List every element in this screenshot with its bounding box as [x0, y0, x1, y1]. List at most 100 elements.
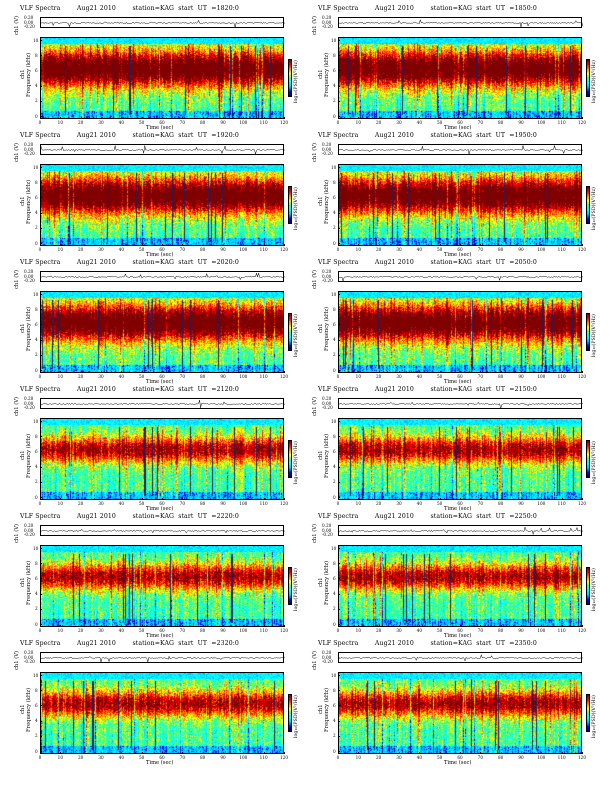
- frequency-tick-mark: [338, 370, 340, 371]
- time-tick-label: 30: [396, 374, 402, 379]
- time-tick-label: 30: [396, 247, 402, 252]
- voltage-trace-axes: [338, 525, 584, 536]
- frequency-tick-label: 8: [35, 52, 38, 58]
- time-tick-mark: [521, 625, 522, 627]
- time-tick-label: 10: [355, 120, 361, 125]
- time-tick-label: 120: [280, 120, 288, 125]
- trace-axis-label: ch1 (V): [14, 16, 20, 35]
- time-tick-label: 110: [259, 628, 268, 633]
- time-tick-label: 10: [355, 247, 361, 252]
- time-tick-mark: [40, 244, 41, 246]
- time-tick-label: 60: [159, 120, 165, 125]
- trace-tick-label: 0.00: [24, 19, 34, 25]
- spectrogram-axes: [338, 37, 582, 119]
- frequency-tick-label: 6: [333, 575, 336, 581]
- colorbar-label: log₁₀(PSD)(V²/Hz): [592, 187, 597, 230]
- time-tick-mark: [40, 371, 41, 373]
- frequency-axis-label: Frequency (kHz): [324, 179, 330, 224]
- trace-tick-label: -0.20: [322, 659, 333, 664]
- trace-tick-label: 0.00: [322, 273, 332, 279]
- time-tick-mark: [541, 117, 542, 119]
- frequency-tick-mark: [338, 116, 340, 117]
- frequency-tick-label: 0: [35, 748, 38, 754]
- time-tick-mark: [358, 752, 359, 754]
- panel-title: VLF Spectra Aug21 2010 station=KAG start…: [20, 640, 239, 647]
- frequency-tick-mark: [40, 354, 42, 356]
- time-tick-mark: [338, 117, 339, 119]
- spectrogram-axes: [40, 291, 284, 373]
- time-tick-label: 40: [118, 374, 124, 379]
- time-tick-mark: [500, 371, 502, 373]
- time-tick-mark: [80, 498, 82, 500]
- time-tick-mark: [141, 371, 143, 373]
- trace-tick-label: 0.20: [24, 15, 34, 20]
- colorbar-label: log₁₀(PSD)(V²/Hz): [592, 568, 597, 611]
- time-tick-label: 20: [375, 755, 382, 760]
- time-tick-mark: [419, 625, 420, 627]
- time-tick-mark: [60, 498, 61, 500]
- voltage-trace: [338, 145, 584, 155]
- time-tick-label: 90: [220, 628, 226, 633]
- time-tick-label: 100: [239, 374, 248, 379]
- trace-tick-label: -0.20: [322, 278, 333, 283]
- panel-title: VLF Spectra Aug21 2010 station=KAG start…: [318, 259, 537, 266]
- time-tick-label: 50: [436, 501, 443, 506]
- time-tick-mark: [521, 244, 522, 246]
- time-tick-mark: [439, 752, 441, 754]
- time-tick-mark: [419, 752, 420, 754]
- frequency-tick-label: 4: [35, 464, 38, 470]
- frequency-tick-mark: [338, 354, 340, 356]
- frequency-tick-mark: [338, 690, 340, 691]
- frequency-tick-label: 6: [35, 194, 38, 200]
- time-tick-mark: [460, 625, 461, 627]
- frequency-tick-label: 0: [35, 621, 38, 627]
- panel-title: VLF Spectra Aug21 2010 station=KAG start…: [318, 132, 537, 139]
- time-tick-mark: [182, 752, 183, 754]
- time-tick-mark: [541, 244, 542, 246]
- time-tick-mark: [284, 371, 285, 373]
- time-tick-mark: [40, 117, 41, 119]
- time-tick-label: 40: [118, 755, 124, 760]
- time-tick-label: 40: [416, 755, 422, 760]
- frequency-tick-label: 6: [35, 448, 38, 454]
- time-tick-label: 110: [259, 755, 268, 760]
- time-tick-label: 20: [375, 374, 382, 379]
- frequency-tick-mark: [338, 675, 340, 676]
- time-tick-label: 50: [138, 374, 145, 379]
- voltage-trace: [338, 275, 584, 282]
- spectrogram-heatmap: [41, 38, 283, 118]
- voltage-trace-line: [41, 272, 286, 281]
- time-tick-label: 120: [578, 374, 586, 379]
- time-tick-mark: [101, 117, 102, 119]
- time-tick-mark: [284, 244, 285, 246]
- time-tick-mark: [378, 117, 380, 119]
- time-tick-mark: [419, 117, 420, 119]
- frequency-tick-mark: [40, 466, 42, 468]
- time-tick-mark: [378, 625, 380, 627]
- trace-tick-label: 0.00: [322, 19, 332, 25]
- frequency-tick-label: 6: [35, 575, 38, 581]
- time-tick-label: 0: [38, 501, 42, 506]
- time-tick-label: 0: [336, 628, 340, 633]
- time-tick-label: 30: [98, 501, 104, 506]
- colorbar: [586, 313, 590, 351]
- time-tick-label: 100: [537, 628, 546, 633]
- time-tick-mark: [263, 498, 265, 500]
- time-tick-label: 120: [280, 501, 288, 506]
- time-tick-label: 40: [416, 120, 422, 125]
- time-tick-label: 70: [477, 120, 483, 125]
- time-tick-label: 120: [280, 374, 288, 379]
- frequency-tick-mark: [338, 624, 340, 625]
- frequency-tick-mark: [40, 497, 42, 498]
- time-tick-label: 60: [457, 120, 463, 125]
- time-tick-mark: [60, 371, 61, 373]
- colorbar-label: log₁₀(PSD)(V²/Hz): [592, 60, 597, 103]
- time-tick-label: 0: [336, 755, 340, 760]
- time-tick-label: 110: [557, 120, 566, 125]
- spectrogram-heatmap: [41, 292, 283, 372]
- time-tick-label: 30: [396, 120, 402, 125]
- time-tick-label: 110: [259, 374, 268, 379]
- time-tick-label: 120: [280, 247, 288, 252]
- time-tick-label: 100: [239, 247, 248, 252]
- frequency-tick-mark: [338, 436, 340, 437]
